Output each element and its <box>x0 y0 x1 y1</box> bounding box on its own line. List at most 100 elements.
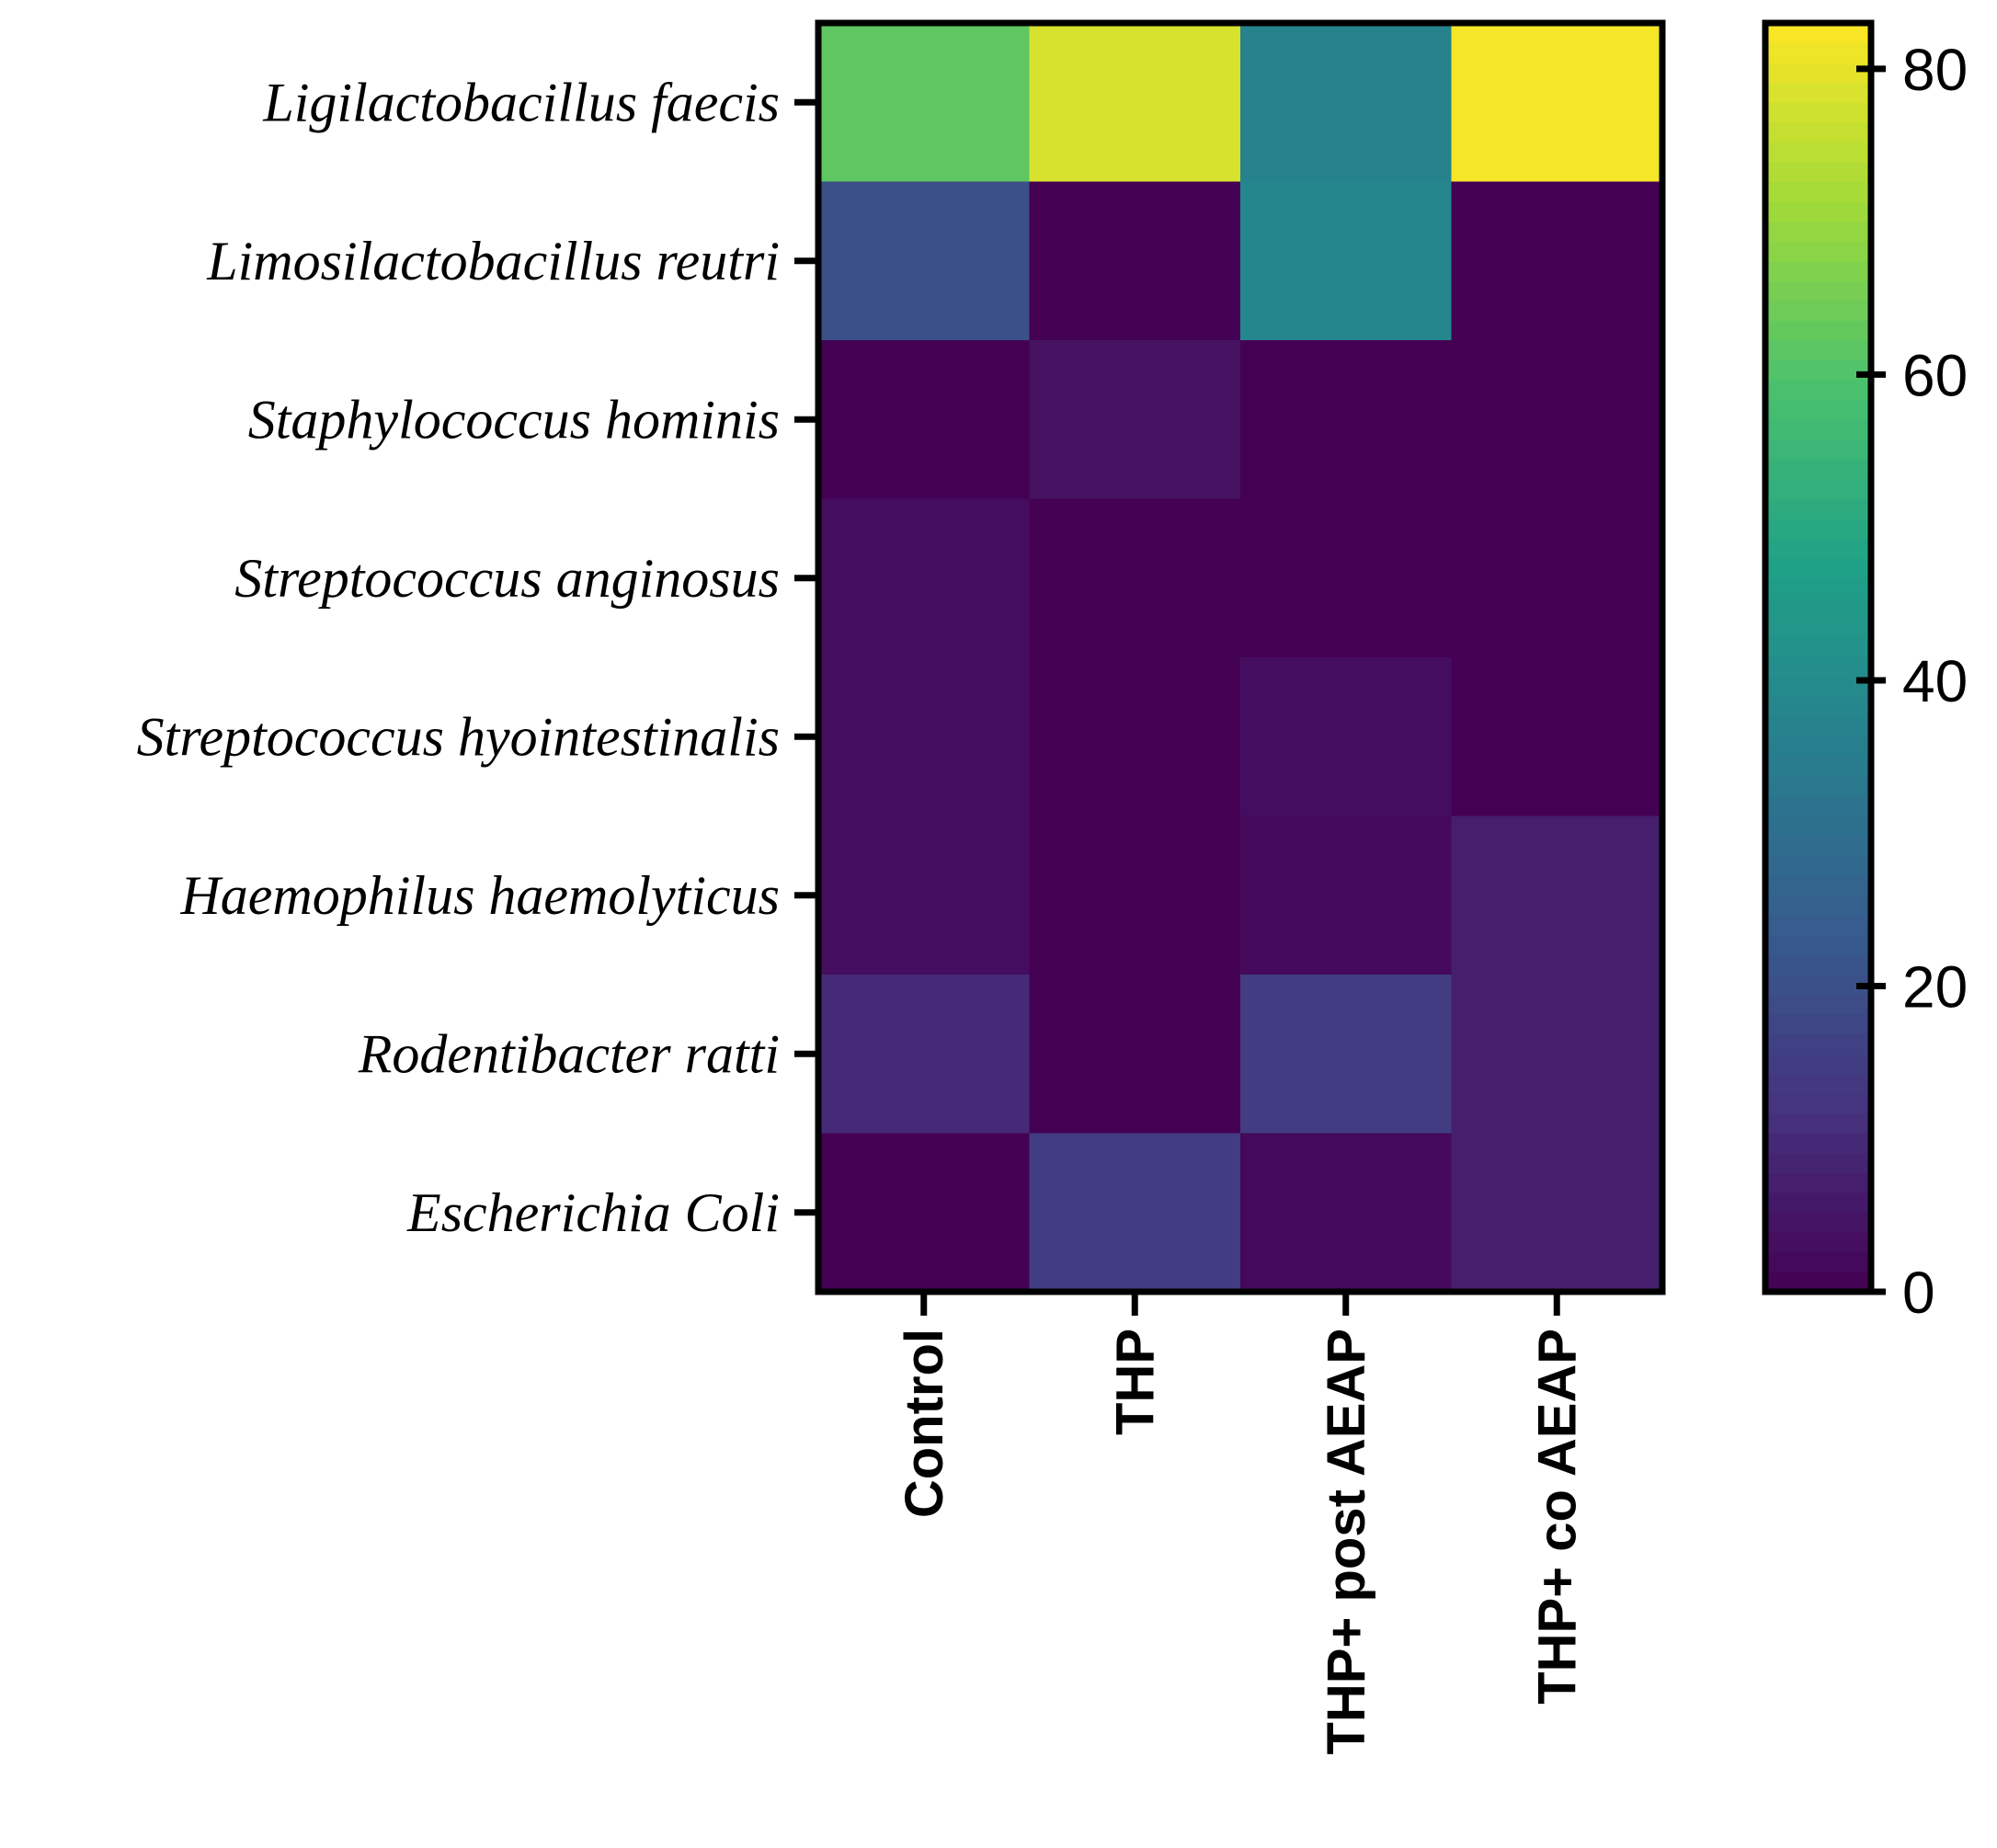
heatmap-cell <box>818 181 1031 341</box>
colorbar-step <box>1765 954 1871 975</box>
colorbar-step <box>1765 697 1871 718</box>
heatmap-cell <box>1240 975 1453 1135</box>
colorbar-step <box>1765 836 1871 857</box>
heatmap-cell <box>818 975 1031 1135</box>
column-axis: Control THP THP+ post AEAP THP+ co AEAP <box>895 1292 1587 1755</box>
colorbar-step <box>1765 42 1871 63</box>
heatmap-cell <box>1029 498 1241 658</box>
colorbar-step <box>1765 519 1871 540</box>
colorbar-step <box>1765 142 1871 163</box>
row-label: Staphylococcus hominis <box>248 389 780 450</box>
colorbar-step <box>1765 756 1871 777</box>
colorbar-step <box>1765 975 1871 996</box>
row-label: Streptococcus anginosus <box>234 548 780 609</box>
heatmap-cell <box>1029 23 1241 183</box>
colorbar-tick-label: 60 <box>1902 342 1968 408</box>
colorbar-step <box>1765 816 1871 837</box>
colorbar-step <box>1765 439 1871 460</box>
colorbar-step <box>1765 1073 1871 1094</box>
colorbar-step <box>1765 875 1871 896</box>
colorbar-tick-label: 40 <box>1902 648 1968 714</box>
colorbar-step <box>1765 855 1871 876</box>
row-label: Streptococcus hyointestinalis <box>137 706 780 767</box>
heatmap-cell <box>1029 340 1241 500</box>
heatmap-cell <box>1451 498 1663 658</box>
colorbar-step <box>1765 1192 1871 1214</box>
row-label: Haemophilus haemolyticus <box>179 865 780 926</box>
colorbar-step <box>1765 895 1871 916</box>
colorbar-step <box>1765 181 1871 202</box>
heatmap-cell <box>818 498 1031 658</box>
colorbar-step <box>1765 1232 1871 1253</box>
colorbar-step <box>1765 260 1871 281</box>
colorbar-step <box>1765 577 1871 599</box>
colorbar-step <box>1765 1093 1871 1114</box>
heatmap-cell <box>1451 816 1663 975</box>
colorbar-step <box>1765 1212 1871 1233</box>
colorbar-step <box>1765 677 1871 698</box>
colorbar-step <box>1765 716 1871 737</box>
heatmap-cell <box>818 23 1031 183</box>
row-label: Ligilactobacillus faecis <box>262 72 780 132</box>
colorbar-step <box>1765 915 1871 936</box>
colorbar-step <box>1765 161 1871 183</box>
colorbar-step <box>1765 359 1871 381</box>
colorbar-step <box>1765 82 1871 103</box>
heatmap-cell <box>1029 975 1241 1135</box>
colorbar-step <box>1765 241 1871 262</box>
colorbar-step <box>1765 1014 1871 1035</box>
colorbar-step <box>1765 1272 1871 1293</box>
row-axis: Ligilactobacillus faecis Limosilactobacil… <box>137 72 818 1243</box>
row-label: Rodentibacter ratti <box>358 1023 780 1084</box>
colorbar-step <box>1765 736 1871 758</box>
colorbar-step <box>1765 795 1871 817</box>
colorbar-step <box>1765 399 1871 420</box>
colorbar-step <box>1765 478 1871 500</box>
heatmap-cells <box>818 23 1663 1293</box>
heatmap-cell <box>1451 340 1663 500</box>
heatmap-frame <box>815 19 1666 1295</box>
colorbar-step <box>1765 1172 1871 1193</box>
colorbar-step <box>1765 1251 1871 1273</box>
colorbar-step <box>1765 1033 1871 1055</box>
column-label: THP+ co AEAP <box>1527 1329 1587 1705</box>
colorbar-step <box>1765 201 1871 222</box>
column-label: THP+ post AEAP <box>1317 1329 1376 1755</box>
row-label: Limosilactobacillus reutri <box>206 231 780 291</box>
colorbar-step <box>1765 934 1871 956</box>
heatmap-cell <box>1240 657 1453 817</box>
heatmap-cell <box>1240 498 1453 658</box>
heatmap-cell <box>1240 181 1453 341</box>
heatmap-cell <box>1451 975 1663 1135</box>
colorbar-step <box>1765 657 1871 679</box>
heatmap-cell <box>818 816 1031 975</box>
row-label: Escherichia Coli <box>406 1182 780 1243</box>
colorbar-step <box>1765 994 1871 1015</box>
column-label: Control <box>895 1329 954 1518</box>
colorbar-step <box>1765 637 1871 658</box>
colorbar-step <box>1765 1054 1871 1075</box>
colorbar-step <box>1765 558 1871 579</box>
colorbar-step <box>1765 598 1871 619</box>
heatmap-cell <box>1240 816 1453 975</box>
heatmap-cell <box>818 340 1031 500</box>
heatmap-cell <box>1029 1133 1241 1293</box>
colorbar: 0 20 40 60 80 <box>1762 19 1968 1326</box>
colorbar-step <box>1765 1112 1871 1135</box>
column-label: THP <box>1105 1329 1165 1435</box>
colorbar-step <box>1765 538 1871 559</box>
colorbar-step <box>1765 419 1871 440</box>
colorbar-step <box>1765 617 1871 639</box>
colorbar-step <box>1765 121 1871 143</box>
heatmap-cell <box>1451 181 1663 341</box>
colorbar-step <box>1765 300 1871 322</box>
colorbar-step <box>1765 340 1871 361</box>
heatmap-cell <box>1240 23 1453 183</box>
colorbar-step <box>1765 320 1871 341</box>
heatmap-cell <box>1029 181 1241 341</box>
heatmap-cell <box>818 657 1031 817</box>
colorbar-step <box>1765 102 1871 123</box>
heatmap-cell <box>1451 657 1663 817</box>
colorbar-tick-label: 80 <box>1902 37 1968 103</box>
